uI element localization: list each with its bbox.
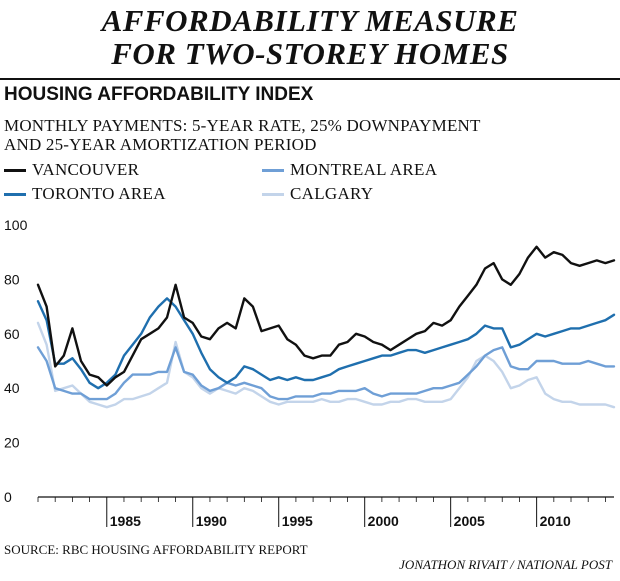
x-tick-group: 1985 1990 1995 2000 2005 2010 (37, 497, 606, 529)
chart-title-line-2: FOR TWO-STOREY HOMES (111, 36, 509, 71)
x-tick-label: 1995 (282, 513, 313, 529)
legend-item-toronto: TORONTO AREA (4, 184, 166, 204)
x-tick-label: 1990 (196, 513, 227, 529)
credit-note: JONATHON RIVAIT / NATIONAL POST (399, 557, 612, 572)
legend-label-vancouver: VANCOUVER (32, 160, 140, 179)
chart-note-line-1: MONTHLY PAYMENTS: 5-YEAR RATE, 25% DOWNP… (4, 116, 481, 135)
y-tick-label: 100 (4, 217, 28, 233)
legend-swatch-vancouver (4, 168, 26, 172)
legend-item-vancouver: VANCOUVER (4, 160, 139, 180)
legend-label-toronto: TORONTO AREA (32, 184, 166, 203)
x-tick-label: 2000 (368, 513, 399, 529)
legend-label-montreal: MONTREAL AREA (290, 160, 438, 179)
series-line-toronto (36, 297, 616, 390)
series-line-calgary (36, 321, 616, 409)
chart-subhead: HOUSING AFFORDABILITY INDEX (4, 84, 314, 105)
series-group (36, 245, 616, 409)
series-line-vancouver (36, 245, 616, 387)
chart-title-line-1: AFFORDABILITY MEASURE (101, 3, 519, 38)
legend-item-montreal: MONTREAL AREA (262, 160, 437, 180)
source-note: SOURCE: RBC HOUSING AFFORDABILITY REPORT (4, 542, 308, 557)
y-tick-label: 0 (4, 489, 12, 505)
y-tick-label: 20 (4, 435, 20, 451)
legend-label-calgary: CALGARY (290, 184, 374, 203)
y-tick-label: 40 (4, 380, 20, 396)
legend-swatch-toronto (4, 192, 26, 196)
series-line-montreal (36, 346, 616, 401)
x-tick-label: 2005 (454, 513, 485, 529)
x-tick-label: 1985 (110, 513, 141, 529)
chart-note-line-2: AND 25-YEAR AMORTIZATION PERIOD (4, 135, 317, 154)
y-tick-label: 80 (4, 271, 20, 287)
title-divider (0, 78, 620, 80)
legend-item-calgary: CALGARY (262, 184, 373, 204)
y-tick-group: 0 20 40 60 80 100 (4, 217, 28, 505)
y-tick-label: 60 (4, 326, 20, 342)
legend-swatch-calgary (262, 192, 284, 196)
x-tick-label: 2010 (540, 513, 571, 529)
legend-swatch-montreal (262, 168, 284, 172)
